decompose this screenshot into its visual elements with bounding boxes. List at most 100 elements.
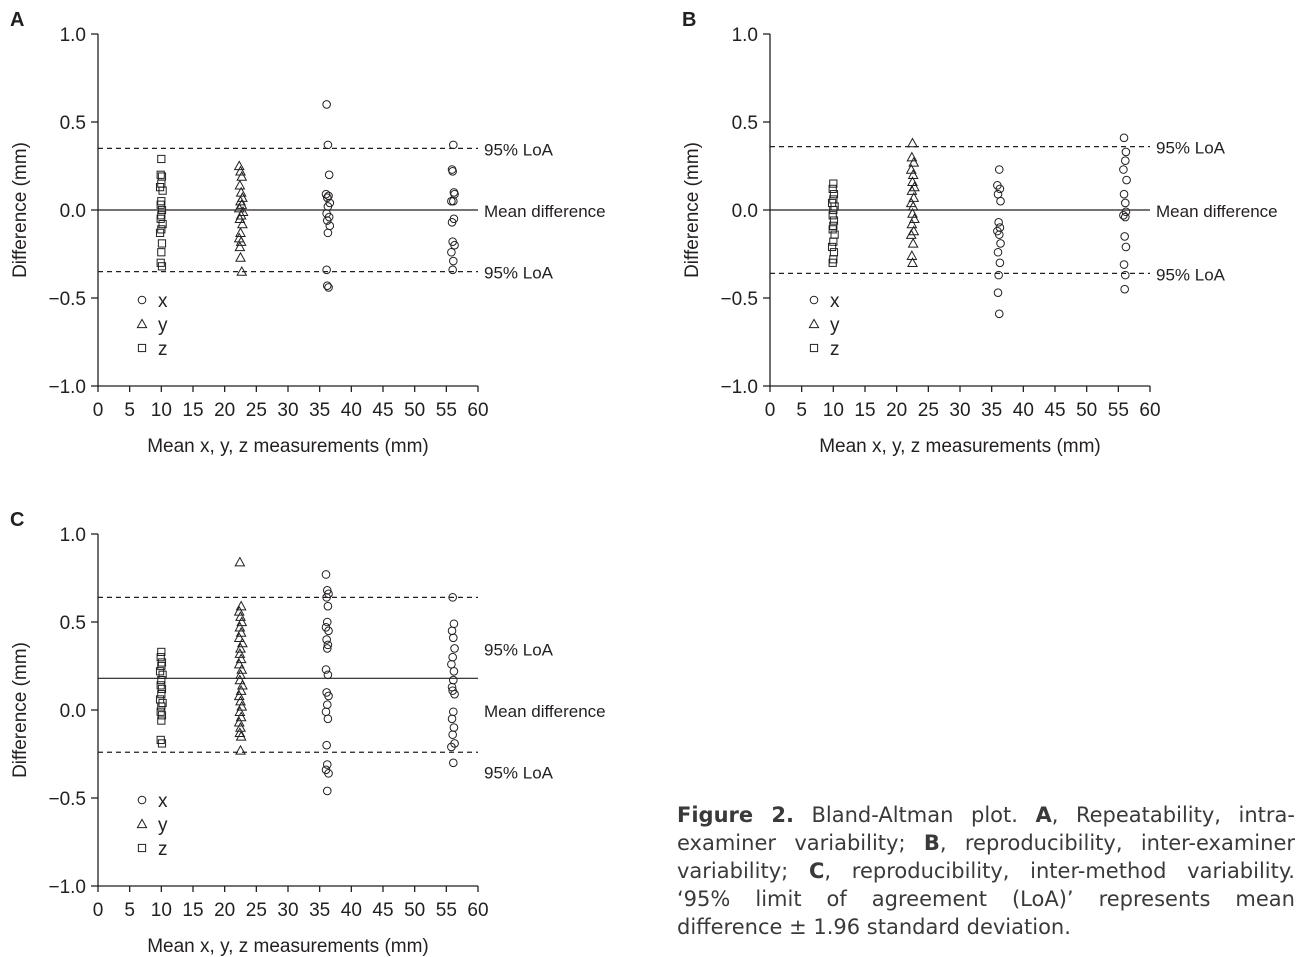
data-point-x — [323, 670, 333, 680]
data-point-z — [155, 228, 165, 237]
x-tick-label: 10 — [823, 400, 844, 421]
caption-label-a: A — [1035, 803, 1052, 827]
data-point-x — [994, 309, 1004, 319]
x-tick-label: 60 — [467, 900, 488, 921]
y-tick-label: 0.5 — [60, 113, 86, 134]
data-point-x — [322, 635, 331, 644]
data-point-y — [236, 218, 248, 229]
data-point-y — [908, 192, 920, 202]
data-point-x — [323, 640, 333, 650]
data-point-x — [322, 740, 331, 750]
data-point-z — [156, 653, 165, 662]
data-point-z — [157, 647, 166, 657]
data-point-x — [450, 689, 459, 699]
data-point-x — [321, 189, 331, 199]
x-tick-label: 0 — [93, 900, 104, 921]
data-point-z — [828, 211, 837, 220]
legend-marker-z — [809, 343, 819, 353]
legend-marker-x — [137, 795, 147, 805]
x-tick-label: 5 — [124, 900, 135, 921]
data-point-x — [448, 166, 457, 176]
panel-label: B — [682, 9, 696, 31]
legend-marker-x — [137, 295, 147, 305]
data-point-z — [156, 200, 165, 209]
data-point-x — [1121, 156, 1130, 166]
data-point-z — [158, 219, 167, 229]
x-tick-label: 5 — [124, 400, 135, 421]
x-tick-label: 45 — [372, 900, 393, 921]
data-point-z — [157, 154, 166, 164]
data-point-x — [322, 281, 332, 290]
data-point-x — [447, 742, 456, 752]
mean-difference-label: Mean difference — [484, 702, 606, 721]
data-point-x — [994, 165, 1004, 174]
legend: xyz — [136, 291, 168, 360]
data-point-x — [321, 665, 331, 674]
data-point-x — [449, 633, 458, 643]
data-point-y — [235, 730, 247, 741]
data-point-x — [449, 723, 459, 732]
data-point-y — [906, 218, 918, 229]
legend-marker-y — [808, 318, 820, 329]
caption-text-c: , reproducibility, inter-method variabil… — [677, 859, 1295, 939]
chart-panel-a: A 1.0 0.5 0.0 −0.5 −1.0 0 5 10 15 20 25 30 35 40 45 50 55… — [10, 9, 606, 457]
data-point-z — [157, 711, 167, 720]
data-point-x — [1119, 210, 1128, 220]
x-tick-label: 25 — [918, 400, 939, 421]
x-tick-label: 20 — [214, 400, 235, 421]
series-y — [233, 556, 248, 755]
data-point-y — [907, 257, 918, 267]
chart-panel-b: B 1.0 0.5 0.0 −0.5 −1.0 0 5 10 15 20 25 30 35 40 45 50 55… — [682, 9, 1278, 457]
caption-text-a: , Repeatability, intra-examiner variabil… — [677, 803, 1295, 855]
x-axis-title: Mean x, y, z measurements (mm) — [147, 436, 429, 457]
data-point-y — [233, 658, 245, 669]
x-tick-label: 45 — [372, 400, 393, 421]
mean-difference-label: Mean difference — [484, 202, 606, 221]
x-tick-label: 10 — [151, 400, 172, 421]
data-point-x — [322, 760, 332, 769]
data-point-z — [157, 205, 167, 215]
data-point-z — [829, 216, 839, 225]
data-point-y — [236, 265, 248, 276]
loa-label: 95% LoA — [1156, 139, 1226, 158]
legend-label-x: x — [158, 291, 168, 312]
loa-label: 95% LoA — [484, 140, 554, 159]
x-tick-label: 30 — [277, 900, 298, 921]
data-point-z — [157, 675, 166, 685]
data-point-y — [234, 556, 246, 567]
data-point-x — [450, 240, 459, 250]
data-point-x — [995, 184, 1005, 194]
data-point-y — [234, 213, 246, 223]
data-point-z — [157, 248, 166, 257]
x-tick-label: 20 — [214, 900, 235, 921]
data-point-x — [324, 691, 333, 701]
x-tick-label: 20 — [886, 400, 907, 421]
data-point-y — [908, 213, 920, 223]
data-point-z — [157, 262, 167, 271]
data-point-x — [322, 265, 331, 275]
data-point-x — [322, 193, 332, 202]
x-tick-label: 25 — [246, 900, 267, 921]
data-point-z — [827, 242, 837, 252]
data-point-x — [322, 593, 331, 602]
data-point-x — [448, 730, 457, 739]
loa-label: 95% LoA — [1156, 265, 1226, 284]
data-point-x — [996, 239, 1005, 248]
data-point-x — [447, 626, 457, 636]
data-point-y — [907, 169, 919, 179]
data-point-x — [1121, 212, 1130, 222]
data-point-x — [447, 247, 456, 257]
legend: xyz — [136, 791, 168, 860]
legend-label-z: z — [158, 339, 168, 360]
x-tick-label: 50 — [404, 400, 425, 421]
data-point-x — [324, 769, 333, 778]
data-point-z — [828, 225, 837, 234]
data-point-x — [322, 216, 332, 225]
y-tick-label: −1.0 — [48, 877, 86, 898]
data-point-y — [235, 721, 246, 732]
data-point-x — [1119, 189, 1129, 199]
data-point-x — [449, 707, 458, 717]
x-tick-label: 40 — [1013, 400, 1034, 421]
data-point-y — [235, 195, 246, 206]
data-point-x — [324, 626, 333, 636]
